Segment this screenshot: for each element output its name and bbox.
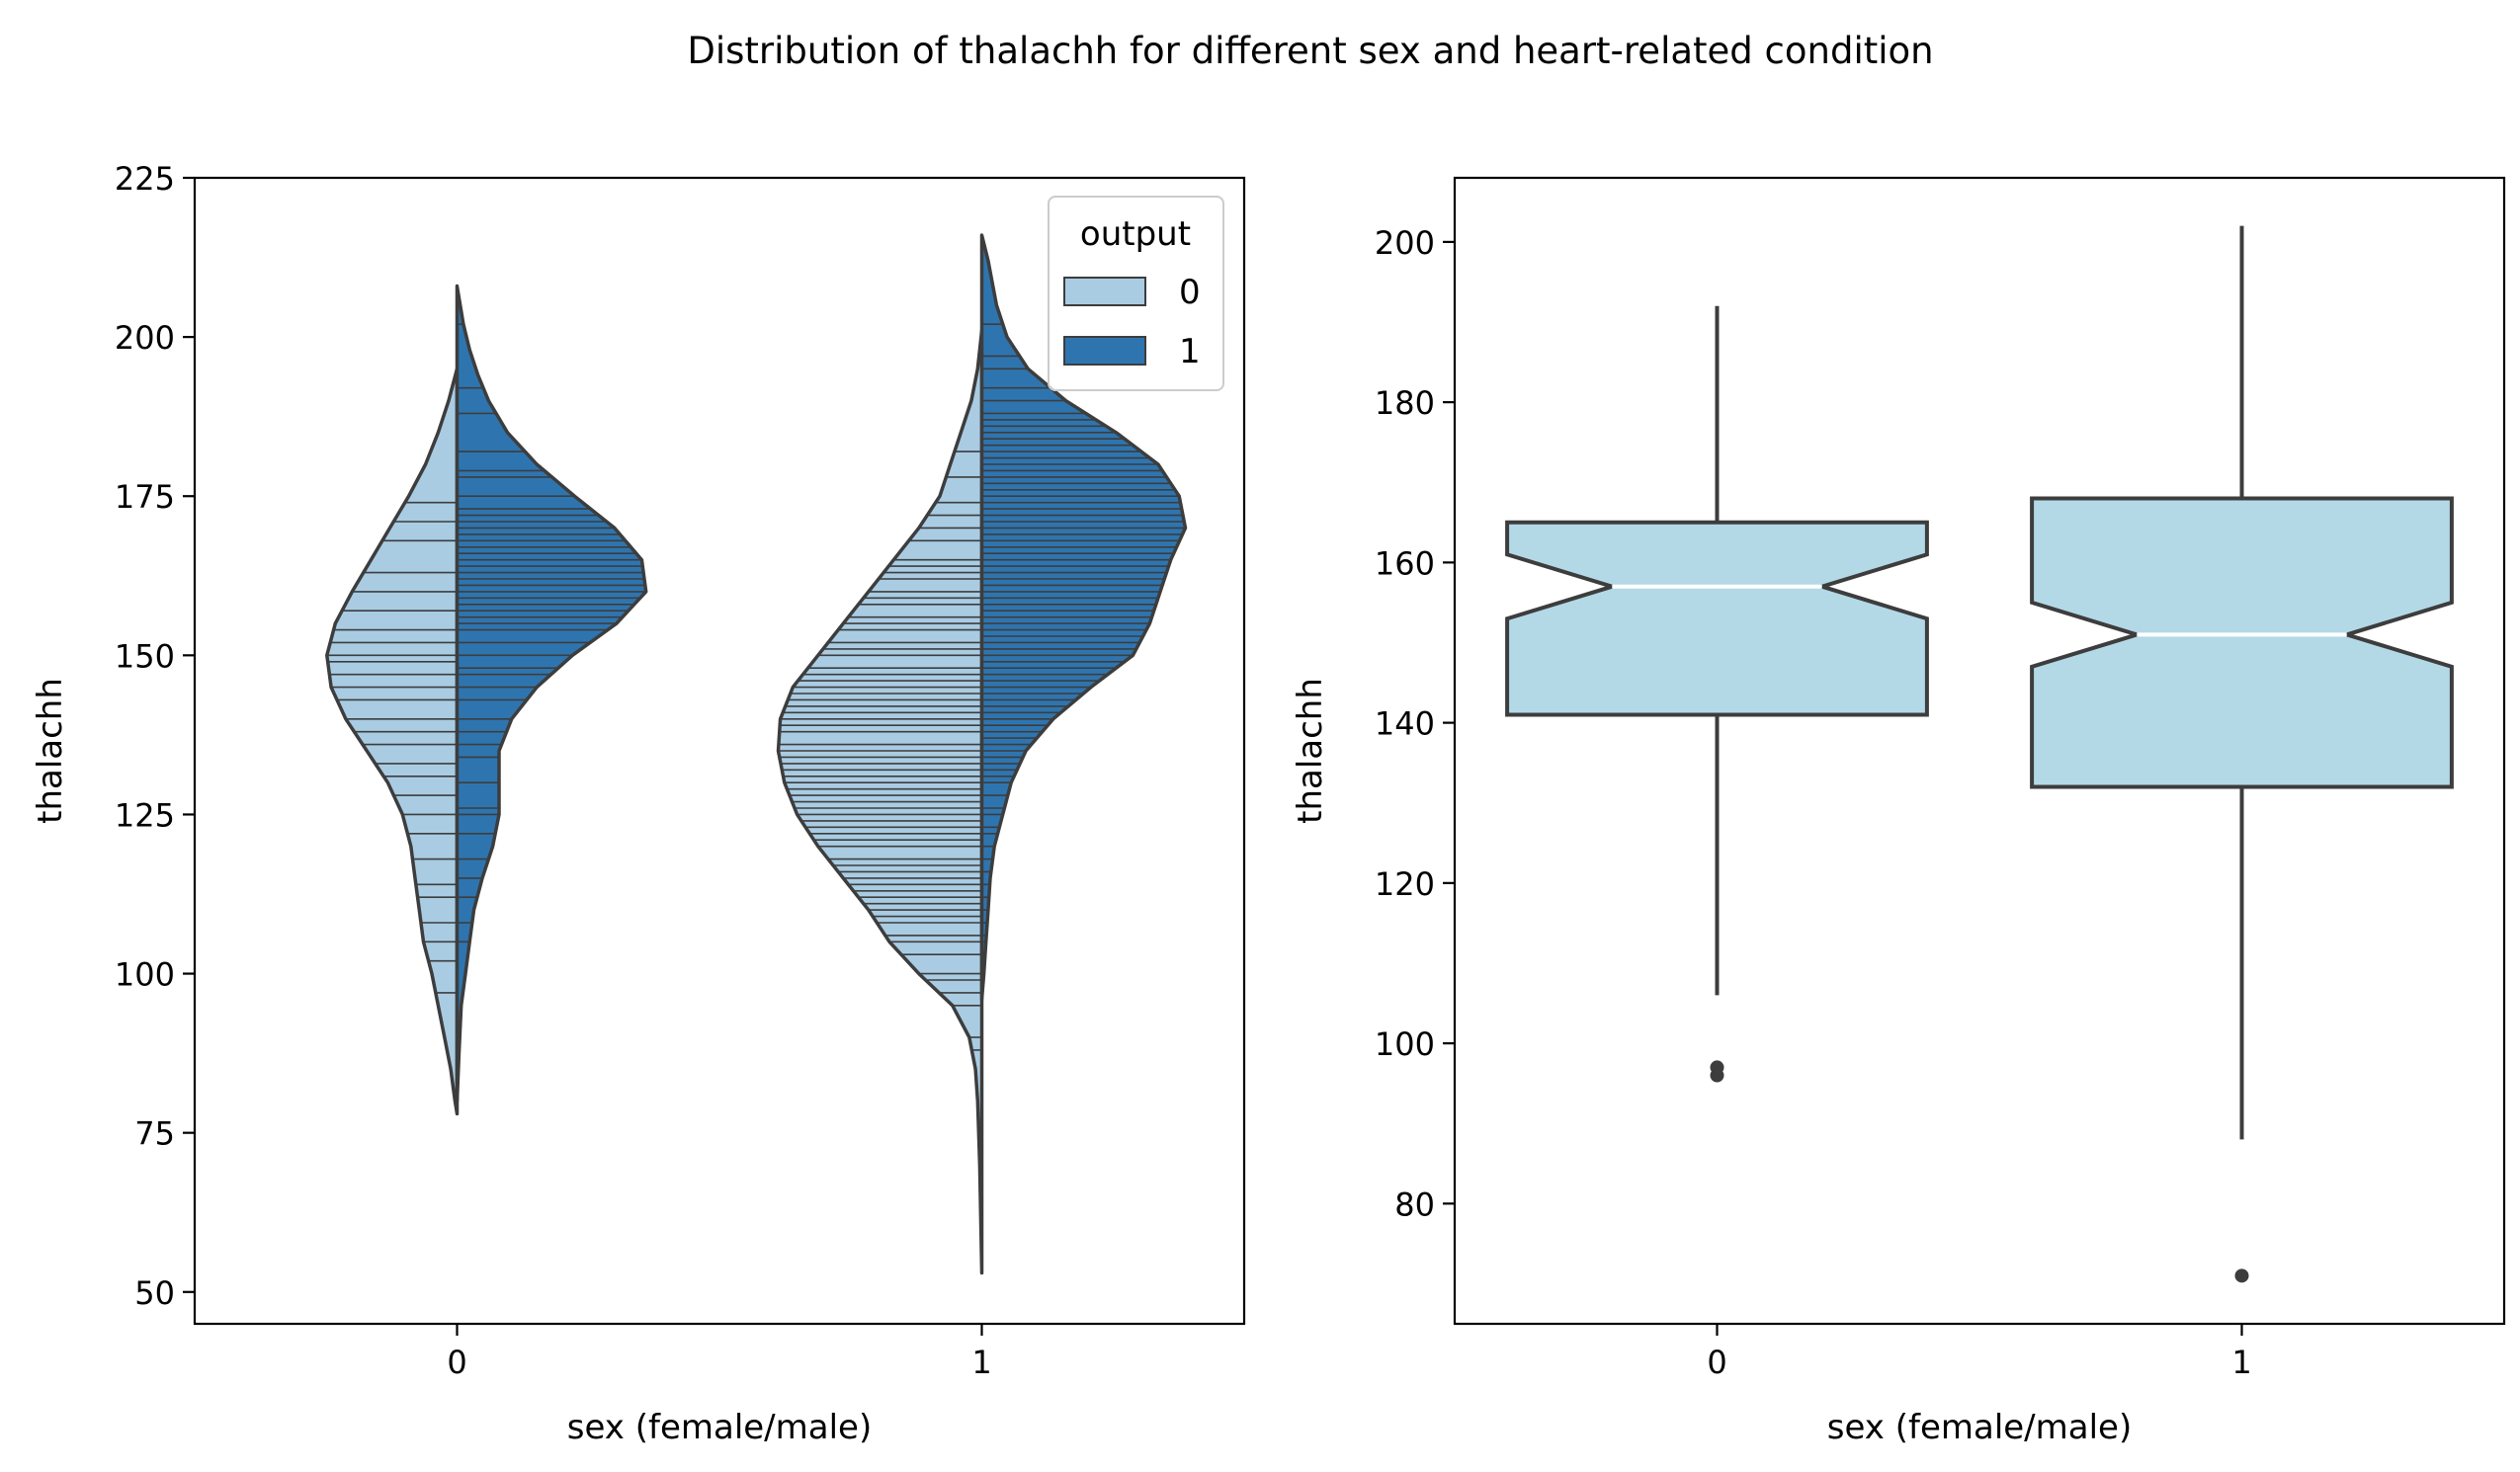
legend: output 0 1 [1048,196,1224,391]
violin-x-axis-label: sex (female/male) [567,1408,872,1447]
box-y-axis-ticks: 80 100 120 140 160 180 200 [1375,224,1455,1223]
legend-swatch-output-0 [1063,277,1146,306]
box-x-tick-label: 1 [2231,1344,2251,1381]
box-plot-frame [1453,176,2506,1326]
violin-y-tick-label: 175 [115,478,175,516]
violin-half-output-0-sex-0 [325,367,460,1116]
box-y-tick-label: 160 [1375,544,1435,582]
violin-y-tick-label: 75 [134,1115,175,1153]
box-y-tick-label: 120 [1375,865,1435,903]
box-outlier-point-sex-1 [2234,1268,2249,1283]
box-x-axis-label: sex (female/male) [1827,1408,2132,1447]
violin-y-axis-ticks: 50 75 100 125 150 175 200 225 [115,160,195,1312]
legend-title: output [1080,214,1191,254]
legend-swatch-output-1 [1063,336,1146,366]
violin-y-axis-label: thalachh [31,678,70,824]
box-y-axis-label: thalachh [1291,678,1330,824]
box-y-tick-label: 180 [1375,384,1435,422]
violin-x-tick-label: 0 [447,1344,466,1381]
violin-y-tick-label: 225 [115,160,175,198]
violin-half-output-1-sex-0 [455,284,648,1104]
figure-title: Distribution of thalachh for different s… [687,30,1933,72]
notched-box-sex-0 [1505,520,1929,717]
violin-plot-frame [193,176,1246,1326]
legend-label-output-1: 1 [1179,332,1201,371]
violin-shapes [325,233,1188,1275]
box-y-tick-label: 140 [1375,705,1435,743]
violin-y-tick-label: 50 [134,1274,175,1312]
box-x-tick-label: 0 [1707,1344,1726,1381]
box-y-tick-label: 80 [1394,1186,1435,1223]
notched-box-sex-1 [2030,496,2454,789]
box-shapes [1505,225,2454,1283]
box-outlier-point-sex-0 [1710,1060,1724,1075]
violin-y-tick-label: 200 [115,319,175,357]
violin-x-tick-label: 1 [971,1344,991,1381]
legend-label-output-0: 0 [1179,273,1201,312]
box-y-tick-label: 200 [1375,224,1435,262]
violin-y-tick-label: 125 [115,796,175,834]
box-y-tick-label: 100 [1375,1025,1435,1063]
violin-y-tick-label: 150 [115,637,175,675]
violin-y-tick-label: 100 [115,956,175,994]
